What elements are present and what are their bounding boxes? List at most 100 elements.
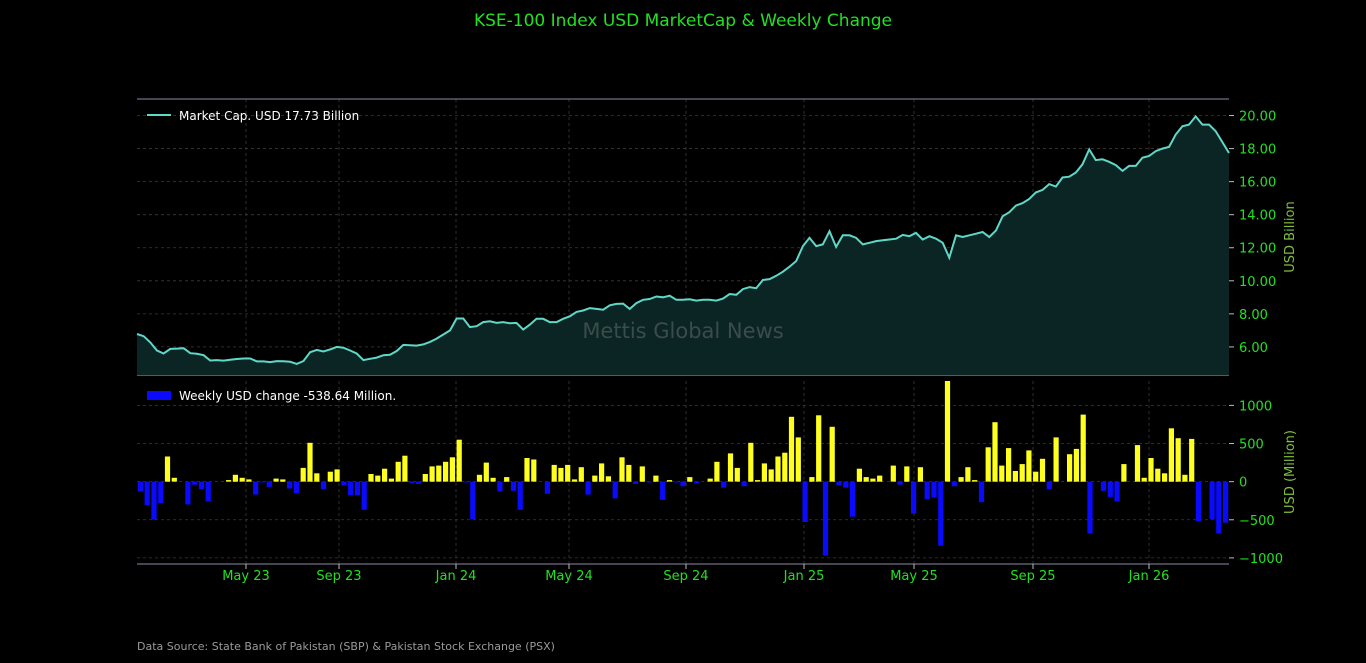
weekly-change-bar: [1195, 481, 1202, 522]
x-tick-label: Sep 25: [1010, 569, 1055, 584]
weekly-change-bar: [1100, 481, 1107, 491]
weekly-change-bar: [856, 468, 862, 482]
market-cap-tick-label: 14.00: [1239, 209, 1276, 224]
weekly-change-bar: [1006, 448, 1012, 482]
weekly-change-bar: [361, 481, 367, 510]
weekly-change-bar: [911, 481, 917, 514]
weekly-change-bar: [660, 481, 666, 500]
weekly-change-bar: [1080, 414, 1086, 482]
weekly-change-bar: [232, 474, 238, 482]
weekly-change-bar: [775, 456, 781, 482]
weekly-change-bar: [843, 481, 849, 488]
weekly-change-bar: [226, 480, 232, 482]
weekly-change-bar: [300, 467, 306, 482]
weekly-change-bar: [1155, 468, 1161, 482]
weekly-change-bar: [266, 481, 272, 487]
weekly-change-bar: [409, 481, 415, 484]
weekly-change-tick-label: 1000: [1239, 399, 1272, 414]
weekly-change-bar: [476, 474, 483, 482]
x-tick-label: Jan 26: [1128, 569, 1170, 584]
weekly-change-bar: [565, 464, 571, 482]
weekly-change-bar: [137, 481, 143, 492]
weekly-change-bar: [497, 481, 503, 492]
market-cap-tick-label: 6.00: [1239, 341, 1268, 356]
weekly-change-bar: [402, 455, 408, 482]
weekly-change-bar: [1121, 464, 1127, 482]
market-cap-tick-label: 16.00: [1239, 176, 1276, 191]
weekly-change-bar: [863, 477, 869, 482]
weekly-change-bar: [666, 480, 673, 482]
weekly-change-bar: [1175, 438, 1181, 482]
weekly-change-bar: [836, 481, 842, 486]
market-cap-y-axis-label: USD Billion: [1283, 201, 1298, 272]
weekly-change-bar: [1019, 464, 1025, 482]
weekly-change-bar: [761, 463, 767, 482]
weekly-change-bar: [348, 481, 354, 496]
weekly-change-bar: [1168, 428, 1174, 482]
market-cap-tick-label: 8.00: [1239, 308, 1268, 323]
weekly-change-bar: [1039, 458, 1046, 482]
weekly-change-bar: [463, 481, 469, 483]
weekly-change-bar: [632, 481, 639, 484]
weekly-change-bar: [429, 466, 435, 482]
weekly-change-bar: [280, 479, 286, 482]
weekly-change-bar: [171, 477, 177, 482]
weekly-change-bar: [382, 468, 388, 482]
weekly-change-bar: [592, 475, 598, 482]
weekly-change-bar: [558, 467, 564, 482]
weekly-change-bar: [483, 462, 489, 482]
weekly-change-bar: [164, 456, 171, 482]
weekly-change-bar: [944, 381, 951, 482]
weekly-change-bar: [524, 458, 530, 482]
weekly-change-bar: [1026, 450, 1032, 482]
weekly-change-bar: [287, 481, 293, 489]
weekly-change-bar: [924, 481, 930, 500]
weekly-change-bar: [144, 481, 150, 506]
weekly-change-bar: [1216, 481, 1222, 534]
weekly-change-bar: [1107, 481, 1113, 497]
weekly-change-bar: [239, 477, 245, 482]
weekly-change-bar: [890, 465, 896, 482]
weekly-change-bar: [985, 447, 991, 482]
weekly-change-bar: [510, 481, 517, 491]
weekly-change-bar: [185, 481, 191, 505]
weekly-change-bar: [931, 481, 937, 498]
weekly-change-bar: [1073, 448, 1079, 482]
weekly-change-bar: [205, 481, 211, 502]
weekly-change-bar: [415, 481, 422, 484]
weekly-change-bar: [829, 426, 835, 482]
weekly-change-bar: [334, 469, 340, 482]
legend-bar-swatch: [147, 391, 171, 400]
weekly-change-bar: [999, 465, 1005, 482]
weekly-change-bar: [273, 478, 279, 482]
weekly-change-bar: [788, 416, 795, 482]
x-tick-label: May 25: [890, 569, 938, 584]
market-cap-panel: 6.00 8.00 10.00 12.00 14.00 16.00 18.00 20.00 U…: [136, 98, 1298, 376]
weekly-change-bar: [551, 464, 557, 482]
weekly-change-bar: [782, 452, 788, 482]
weekly-change-bar: [619, 457, 625, 482]
weekly-change-bar: [293, 481, 299, 493]
weekly-change-bar: [578, 467, 584, 482]
x-tick-label: Sep 24: [663, 569, 708, 584]
market-cap-y-ticks: 6.00 8.00 10.00 12.00 14.00 16.00 18.00 20.00: [1229, 110, 1276, 356]
market-cap-legend: Market Cap. USD 17.73 Billion: [147, 109, 359, 123]
x-tick-label: Sep 23: [316, 569, 361, 584]
weekly-change-bar: [504, 477, 510, 482]
weekly-change-bar: [436, 465, 442, 482]
weekly-change-bar: [972, 480, 978, 482]
weekly-change-bar: [626, 464, 632, 482]
weekly-change-bar: [768, 469, 774, 482]
market-cap-tick-label: 10.00: [1239, 275, 1276, 290]
market-cap-tick-label: 12.00: [1239, 242, 1276, 257]
weekly-change-bar: [354, 481, 361, 496]
weekly-change-bar: [456, 439, 462, 482]
weekly-change-bar: [198, 481, 205, 490]
watermark: Mettis Global News: [582, 319, 783, 343]
weekly-change-bar: [1223, 481, 1229, 523]
weekly-change-tick-label: −500: [1239, 514, 1275, 529]
weekly-change-bar: [646, 481, 652, 483]
weekly-change-bar: [490, 477, 496, 482]
weekly-change-bar: [470, 481, 476, 519]
